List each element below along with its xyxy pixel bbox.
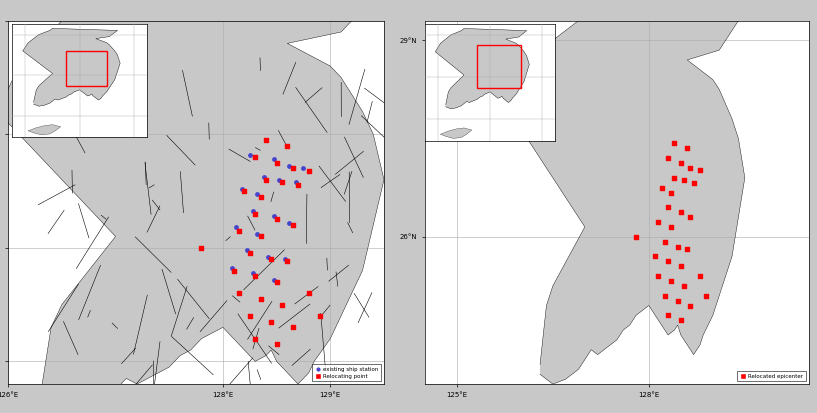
Point bbox=[283, 220, 296, 226]
Point bbox=[681, 245, 694, 252]
Point bbox=[259, 137, 272, 143]
Point bbox=[268, 276, 281, 283]
Point bbox=[270, 341, 283, 348]
Point bbox=[254, 233, 267, 240]
Point bbox=[254, 193, 267, 200]
Point bbox=[270, 278, 283, 285]
Point bbox=[268, 213, 281, 219]
Point bbox=[662, 312, 675, 319]
Point bbox=[248, 273, 261, 280]
Point bbox=[283, 163, 296, 169]
Point bbox=[665, 223, 678, 230]
Point bbox=[270, 159, 283, 166]
Point bbox=[665, 189, 678, 196]
Point bbox=[243, 151, 257, 158]
Point bbox=[238, 188, 251, 194]
Point bbox=[677, 282, 690, 289]
Point bbox=[248, 154, 261, 160]
Point bbox=[655, 184, 668, 191]
Point bbox=[313, 313, 326, 319]
Point bbox=[297, 165, 310, 171]
Point bbox=[248, 210, 261, 217]
Point bbox=[665, 278, 678, 284]
Point bbox=[275, 301, 288, 308]
Point bbox=[279, 256, 292, 263]
Point bbox=[662, 155, 675, 161]
Point bbox=[265, 318, 278, 325]
Point bbox=[674, 317, 687, 323]
Point bbox=[248, 335, 261, 342]
Point bbox=[649, 253, 662, 260]
Legend: existing ship station, Relocating point: existing ship station, Relocating point bbox=[312, 364, 382, 381]
Point bbox=[281, 258, 294, 265]
Point bbox=[247, 208, 260, 215]
Point bbox=[230, 224, 243, 230]
Point bbox=[281, 142, 294, 149]
Point bbox=[286, 222, 299, 228]
Polygon shape bbox=[0, 0, 384, 413]
Point bbox=[684, 302, 697, 309]
Point bbox=[652, 273, 665, 279]
Point bbox=[629, 233, 642, 240]
Point bbox=[674, 160, 687, 166]
Point bbox=[270, 216, 283, 223]
Point bbox=[694, 167, 707, 173]
Legend: Relocated epicenter: Relocated epicenter bbox=[737, 371, 806, 381]
Point bbox=[257, 174, 270, 180]
Point bbox=[292, 182, 305, 189]
Point bbox=[236, 185, 249, 192]
Point bbox=[662, 258, 675, 265]
Point bbox=[668, 140, 681, 147]
Point bbox=[243, 313, 257, 319]
Point bbox=[674, 263, 687, 270]
Point bbox=[286, 324, 299, 331]
Point bbox=[687, 179, 700, 186]
Point bbox=[659, 238, 672, 245]
Point bbox=[240, 247, 253, 254]
Point bbox=[243, 250, 257, 257]
Point bbox=[195, 244, 208, 251]
Point bbox=[247, 269, 260, 276]
Point bbox=[659, 292, 672, 299]
Point bbox=[671, 297, 684, 304]
Point bbox=[286, 165, 299, 171]
Point bbox=[275, 179, 288, 185]
Point bbox=[652, 219, 665, 225]
Point bbox=[268, 156, 281, 163]
Point bbox=[261, 254, 275, 260]
Point bbox=[289, 179, 302, 185]
Point bbox=[700, 292, 713, 299]
Point bbox=[265, 256, 278, 263]
Polygon shape bbox=[515, 11, 745, 384]
Point bbox=[302, 290, 315, 297]
Point bbox=[668, 175, 681, 181]
Point bbox=[671, 243, 684, 250]
Point bbox=[254, 296, 267, 302]
Point bbox=[233, 228, 246, 234]
Point bbox=[227, 267, 240, 274]
Point bbox=[233, 290, 246, 297]
Point bbox=[225, 265, 238, 272]
Point bbox=[674, 209, 687, 216]
Point bbox=[259, 176, 272, 183]
Point bbox=[302, 167, 315, 174]
Point bbox=[677, 176, 690, 183]
Point bbox=[272, 176, 285, 183]
Point bbox=[684, 165, 697, 171]
Point bbox=[684, 214, 697, 221]
Point bbox=[251, 231, 264, 237]
Point bbox=[681, 145, 694, 152]
Point bbox=[251, 191, 264, 198]
Point bbox=[694, 273, 707, 279]
Point bbox=[662, 204, 675, 211]
